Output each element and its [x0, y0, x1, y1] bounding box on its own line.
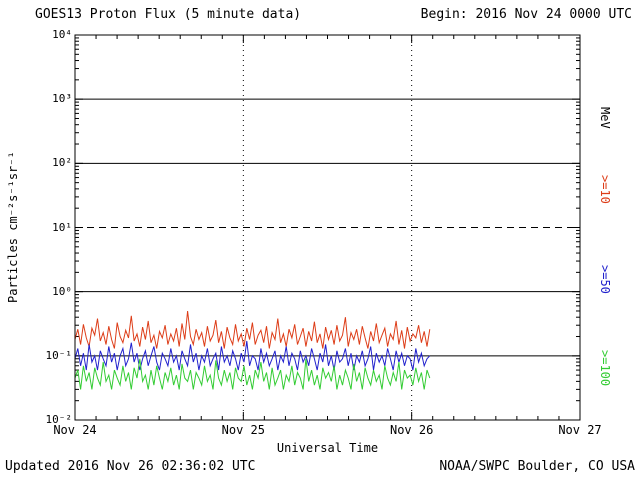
- right-axis-label: >=100: [598, 349, 612, 387]
- series->=100 MeV: [74, 358, 431, 390]
- x-tick-label: Nov 25: [221, 423, 265, 437]
- x-axis-label: Universal Time: [276, 441, 379, 455]
- series->=10 MeV: [74, 310, 431, 349]
- y-tick-label: 10³: [52, 92, 72, 106]
- y-axis-label: Particles cm⁻²s⁻¹sr⁻¹: [6, 151, 20, 304]
- chart-title: GOES13 Proton Flux (5 minute data): [35, 7, 302, 22]
- updated-timestamp: Updated 2016 Nov 26 02:36:02 UTC: [5, 459, 256, 474]
- x-tick-label: Nov 24: [53, 423, 97, 437]
- y-tick-label: 10⁰: [52, 284, 72, 298]
- y-tick-label: 10¹: [52, 220, 72, 234]
- y-tick-label: 10⁻¹: [45, 348, 73, 362]
- x-tick-label: Nov 27: [558, 423, 602, 437]
- y-tick-label: 10⁻²: [45, 413, 73, 426]
- y-tick-label: 10⁴: [52, 28, 72, 41]
- source-attribution: NOAA/SWPC Boulder, CO USA: [439, 459, 635, 474]
- x-tick-label: Nov 26: [389, 423, 434, 437]
- right-axis-label: >=10: [598, 174, 612, 204]
- y-tick-label: 10²: [52, 156, 72, 170]
- right-axis-label: >=50: [598, 265, 612, 294]
- series->=50 MeV: [74, 340, 431, 371]
- right-axis-label: MeV: [598, 106, 612, 129]
- plot-frame: [74, 34, 581, 421]
- begin-timestamp: Begin: 2016 Nov 24 0000 UTC: [420, 7, 632, 22]
